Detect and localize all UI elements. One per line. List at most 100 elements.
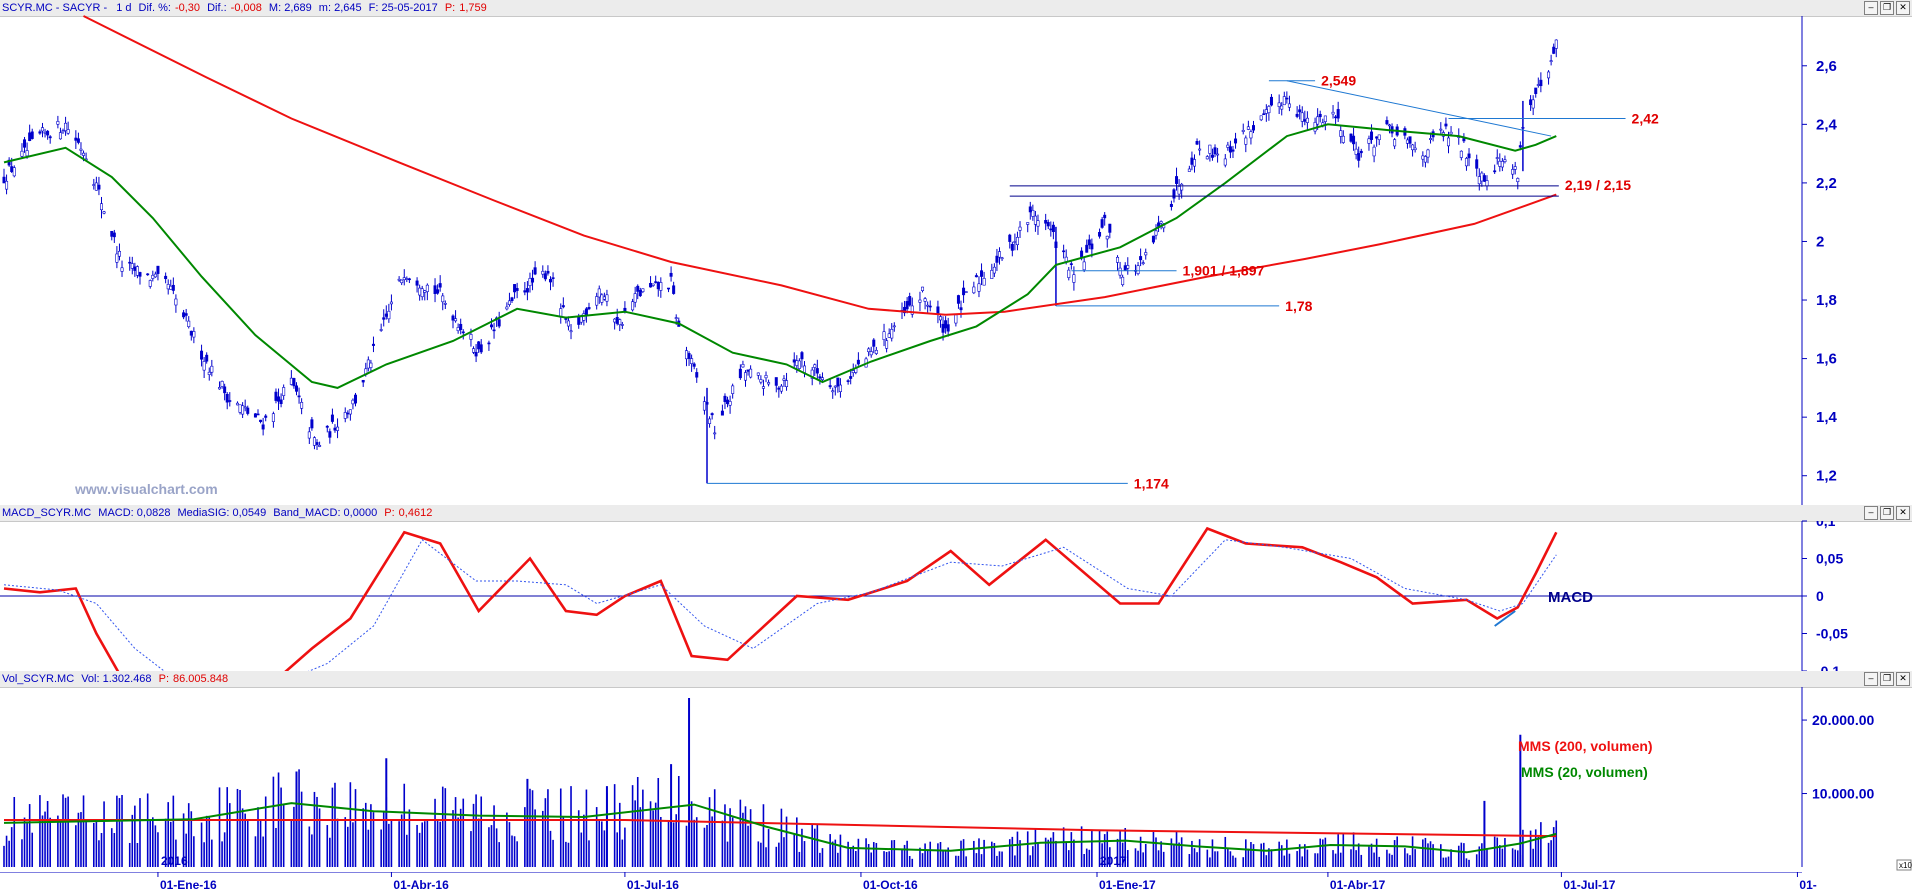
symbol-label: SCYR.MC - SACYR - bbox=[2, 2, 108, 14]
candle-body bbox=[1446, 137, 1450, 147]
candle-body bbox=[40, 127, 44, 132]
candle-body bbox=[151, 274, 155, 279]
date-axis: 01-Ene-16 01-Abr-16 01-Jul-16 01-Oct-16 01-E… bbox=[0, 872, 1912, 892]
candle-body bbox=[497, 319, 501, 327]
candle-body bbox=[954, 314, 958, 324]
candle-body bbox=[1226, 144, 1230, 148]
candle-body bbox=[1062, 250, 1066, 253]
minimize-button[interactable]: – bbox=[1864, 1, 1878, 15]
candle-body bbox=[289, 377, 293, 385]
candle-body bbox=[918, 299, 922, 303]
macd-minimize-button[interactable]: – bbox=[1864, 506, 1878, 520]
candle-body bbox=[1316, 116, 1320, 125]
close-button[interactable]: ✕ bbox=[1896, 1, 1910, 15]
candle-body bbox=[489, 324, 493, 328]
candle-body bbox=[461, 331, 465, 334]
candle-body bbox=[58, 132, 62, 140]
candle-body bbox=[551, 277, 555, 279]
candle-body bbox=[1015, 237, 1019, 245]
candle-body bbox=[890, 329, 894, 339]
candle-body bbox=[838, 384, 842, 393]
candle-body bbox=[731, 385, 735, 394]
candle-body bbox=[1295, 113, 1299, 117]
candle-body bbox=[1105, 235, 1109, 240]
candle-body bbox=[869, 351, 873, 356]
candle-body bbox=[1213, 147, 1217, 155]
candle-body bbox=[982, 278, 986, 286]
candle-body bbox=[638, 290, 642, 297]
candle-body bbox=[577, 316, 581, 325]
candle-body bbox=[1516, 178, 1520, 182]
candle-body bbox=[92, 184, 96, 186]
candle-body bbox=[1349, 133, 1353, 142]
candle-body bbox=[133, 266, 137, 271]
candle-body bbox=[849, 376, 853, 379]
vol-y-tick-label: 10.000.00 bbox=[1812, 786, 1874, 802]
candle-body bbox=[400, 279, 404, 284]
period-label: 1 d bbox=[116, 2, 132, 14]
candle-body bbox=[1318, 113, 1322, 118]
candle-body bbox=[246, 407, 250, 414]
vol-restore-button[interactable]: ❐ bbox=[1880, 672, 1894, 686]
candle-body bbox=[1046, 222, 1050, 227]
candle-body bbox=[12, 167, 16, 177]
candle-body bbox=[633, 293, 637, 303]
candle-body bbox=[923, 298, 927, 302]
candle-body bbox=[990, 270, 994, 279]
candle-body bbox=[1367, 138, 1371, 144]
candle-body bbox=[371, 343, 375, 346]
candle-body bbox=[261, 424, 265, 430]
candle-body bbox=[515, 288, 519, 291]
candle-body bbox=[43, 131, 47, 134]
ma200-line bbox=[83, 15, 1557, 316]
candle-body bbox=[48, 136, 52, 139]
candle-body bbox=[669, 272, 673, 277]
date-tick-label: 01-Oct-16 bbox=[863, 878, 918, 892]
candle-body bbox=[728, 401, 732, 406]
candle-body bbox=[472, 348, 476, 353]
candle-body bbox=[872, 339, 876, 347]
candle-body bbox=[779, 385, 783, 392]
candle-body bbox=[1252, 125, 1256, 131]
candle-body bbox=[1554, 39, 1558, 49]
candle-body bbox=[76, 138, 80, 143]
candle-body bbox=[1036, 220, 1040, 227]
candle-body bbox=[613, 318, 617, 323]
vol-minimize-button[interactable]: – bbox=[1864, 672, 1878, 686]
macd-label: MACD bbox=[1548, 589, 1593, 606]
candle-body bbox=[546, 270, 550, 274]
candle-body bbox=[962, 287, 966, 296]
candle-body bbox=[343, 412, 347, 419]
year-label: 2016 bbox=[161, 854, 188, 868]
macd-panel-header: MACD_SCYR.MC MACD: 0,0828 MediaSIG: 0,05… bbox=[0, 505, 1912, 522]
candle-body bbox=[903, 306, 907, 314]
candle-body bbox=[1359, 150, 1363, 154]
candle-body bbox=[1033, 215, 1037, 225]
candle-body bbox=[1087, 239, 1091, 246]
vol-name-label: Vol_SCYR.MC bbox=[2, 673, 75, 685]
candle-body bbox=[523, 290, 527, 293]
candle-body bbox=[1159, 221, 1163, 224]
macd-band-label: Band_MACD: 0,0000 bbox=[273, 507, 378, 519]
candle-body bbox=[202, 361, 206, 371]
candle-body bbox=[1008, 234, 1012, 242]
macd-close-button[interactable]: ✕ bbox=[1896, 506, 1910, 520]
candle-body bbox=[1154, 230, 1158, 236]
candle-body bbox=[451, 315, 455, 321]
candle-body bbox=[46, 130, 50, 136]
candle-body bbox=[487, 342, 491, 345]
candle-body bbox=[723, 395, 727, 402]
candle-body bbox=[1531, 99, 1535, 109]
vol-close-button[interactable]: ✕ bbox=[1896, 672, 1910, 686]
candle-body bbox=[1269, 96, 1273, 106]
price-y-tick-label: 1,8 bbox=[1816, 292, 1837, 309]
candle-body bbox=[800, 352, 804, 360]
price-y-tick-label: 2,2 bbox=[1816, 175, 1837, 192]
restore-button[interactable]: ❐ bbox=[1880, 1, 1894, 15]
year-label: 2017 bbox=[1100, 854, 1127, 868]
candle-body bbox=[1100, 219, 1104, 228]
level-label: 2,549 bbox=[1321, 73, 1356, 89]
candle-body bbox=[97, 184, 101, 190]
candle-body bbox=[749, 368, 753, 378]
macd-restore-button[interactable]: ❐ bbox=[1880, 506, 1894, 520]
